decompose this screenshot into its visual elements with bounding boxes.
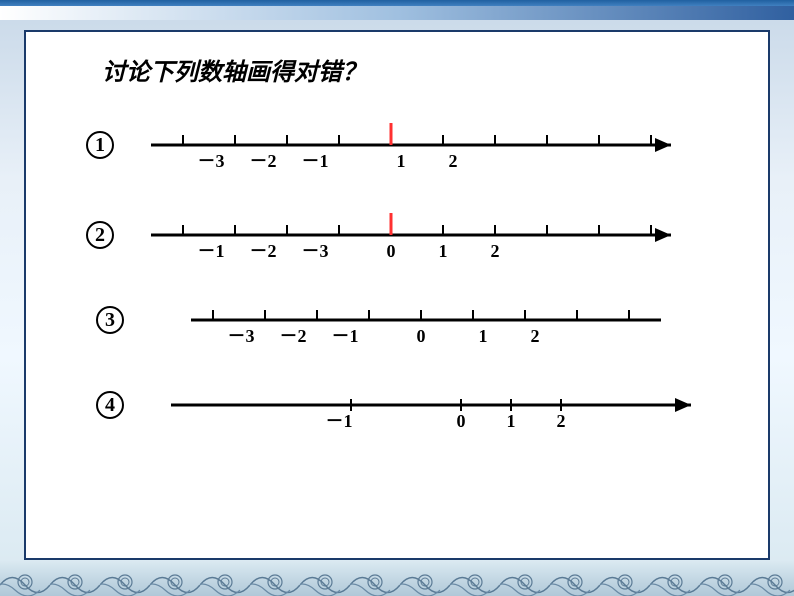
svg-text:－1: －1	[332, 326, 359, 346]
svg-text:－3: －3	[198, 151, 225, 171]
svg-text:－2: －2	[280, 326, 307, 346]
circled-4-icon: 4	[96, 391, 124, 419]
svg-text:2: 2	[557, 411, 566, 431]
numberline-1: －3 －2 －1 1 2	[111, 117, 711, 177]
svg-text:0: 0	[387, 241, 396, 261]
numberline-2: －1 －2 －3 0 1 2	[111, 207, 711, 267]
svg-text:－2: －2	[250, 151, 277, 171]
svg-text:0: 0	[457, 411, 466, 431]
circled-2-icon: 2	[86, 221, 114, 249]
svg-text:2: 2	[491, 241, 500, 261]
circled-3-icon: 3	[96, 306, 124, 334]
wave-pattern-icon	[0, 560, 794, 596]
svg-text:1: 1	[507, 411, 516, 431]
svg-text:2: 2	[449, 151, 458, 171]
svg-text:－1: －1	[198, 241, 225, 261]
svg-text:－3: －3	[302, 241, 329, 261]
circled-1-icon: 1	[86, 131, 114, 159]
page-title: 讨论下列数轴画得对错？	[102, 52, 366, 87]
svg-text:0: 0	[417, 326, 426, 346]
svg-text:－1: －1	[326, 411, 353, 431]
numberline-3: －3 －2 －1 0 1 2	[131, 292, 731, 352]
svg-text:1: 1	[397, 151, 406, 171]
gradient-bar	[0, 6, 794, 20]
svg-text:1: 1	[439, 241, 448, 261]
content-box: 讨论下列数轴画得对错？ 1 －3－2－112 2 －1－2－3012 3 －3－…	[24, 30, 770, 560]
svg-text:1: 1	[479, 326, 488, 346]
svg-text:－2: －2	[250, 241, 277, 261]
svg-text:－3: －3	[228, 326, 255, 346]
bottom-decoration	[0, 560, 794, 596]
svg-text:2: 2	[531, 326, 540, 346]
svg-text:－1: －1	[302, 151, 329, 171]
numberline-4: －1 0 1 2	[131, 377, 731, 437]
